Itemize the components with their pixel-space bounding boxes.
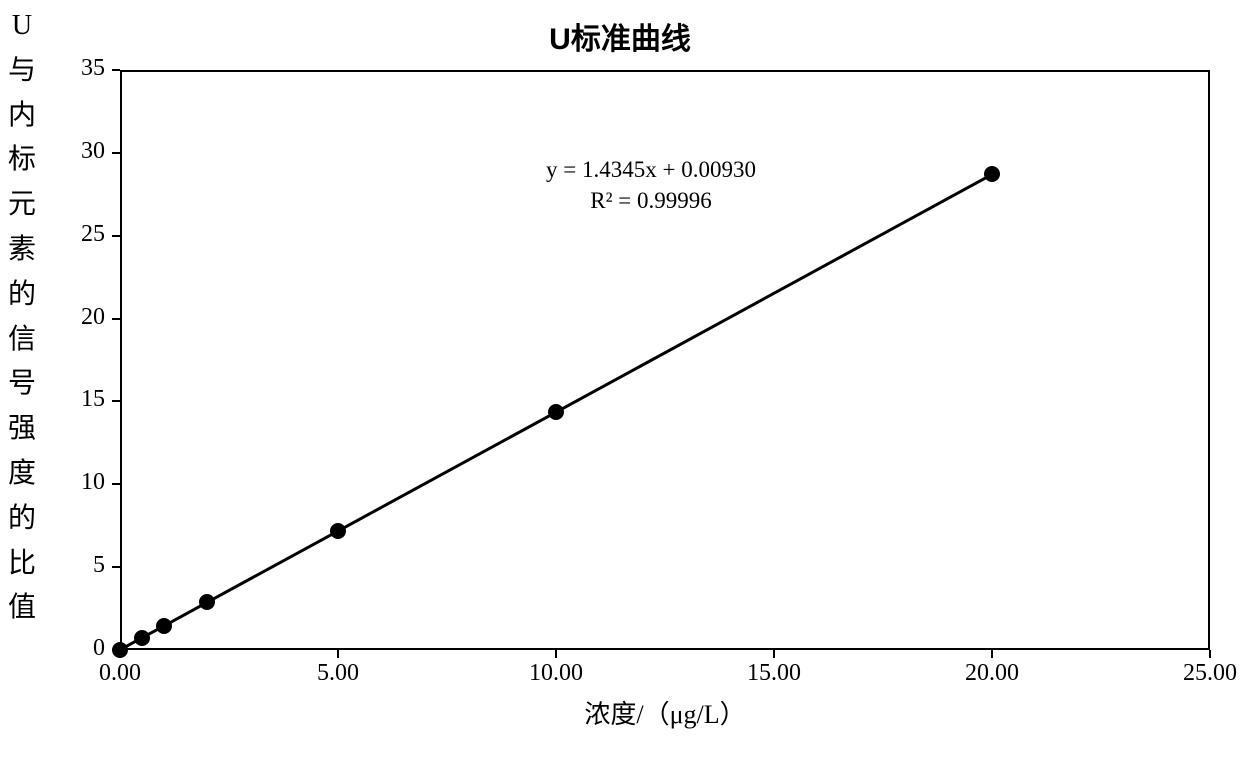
- equation-line2: R² = 0.99996: [590, 188, 711, 213]
- x-tick-label: 10.00: [516, 660, 596, 687]
- y-tick: [112, 235, 120, 237]
- data-point-marker: [112, 642, 128, 658]
- regression-equation: y = 1.4345x + 0.00930 R² = 0.99996: [546, 154, 756, 216]
- x-tick-label: 5.00: [298, 660, 378, 687]
- x-tick: [337, 650, 339, 658]
- x-tick: [773, 650, 775, 658]
- x-tick: [555, 650, 557, 658]
- y-tick-label: 5: [50, 552, 105, 579]
- x-tick-label: 15.00: [734, 660, 814, 687]
- y-tick-label: 20: [50, 304, 105, 331]
- x-tick-label: 0.00: [80, 660, 160, 687]
- y-tick: [112, 566, 120, 568]
- y-tick: [112, 152, 120, 154]
- x-tick-label: 20.00: [952, 660, 1032, 687]
- chart-container: U与内标元素的信号强度的比值 U标准曲线 y = 1.4345x + 0.009…: [0, 0, 1240, 767]
- y-tick: [112, 318, 120, 320]
- y-tick-label: 35: [50, 55, 105, 82]
- y-tick: [112, 483, 120, 485]
- x-tick-label: 25.00: [1170, 660, 1240, 687]
- y-tick: [112, 69, 120, 71]
- y-tick-label: 0: [50, 635, 105, 662]
- y-axis-label: U与内标元素的信号强度的比值: [6, 4, 38, 631]
- chart-title: U标准曲线: [0, 14, 1240, 58]
- x-tick: [1209, 650, 1211, 658]
- equation-line1: y = 1.4345x + 0.00930: [546, 157, 756, 182]
- x-axis-label: 浓度/（μg/L）: [120, 694, 1210, 731]
- data-point-marker: [156, 618, 172, 634]
- data-point-marker: [548, 404, 564, 420]
- x-tick: [991, 650, 993, 658]
- y-tick: [112, 400, 120, 402]
- data-point-marker: [134, 630, 150, 646]
- data-point-marker: [330, 523, 346, 539]
- y-tick-label: 25: [50, 221, 105, 248]
- data-point-marker: [984, 166, 1000, 182]
- y-tick-label: 15: [50, 386, 105, 413]
- y-tick-label: 10: [50, 469, 105, 496]
- data-point-marker: [199, 594, 215, 610]
- y-tick-label: 30: [50, 138, 105, 165]
